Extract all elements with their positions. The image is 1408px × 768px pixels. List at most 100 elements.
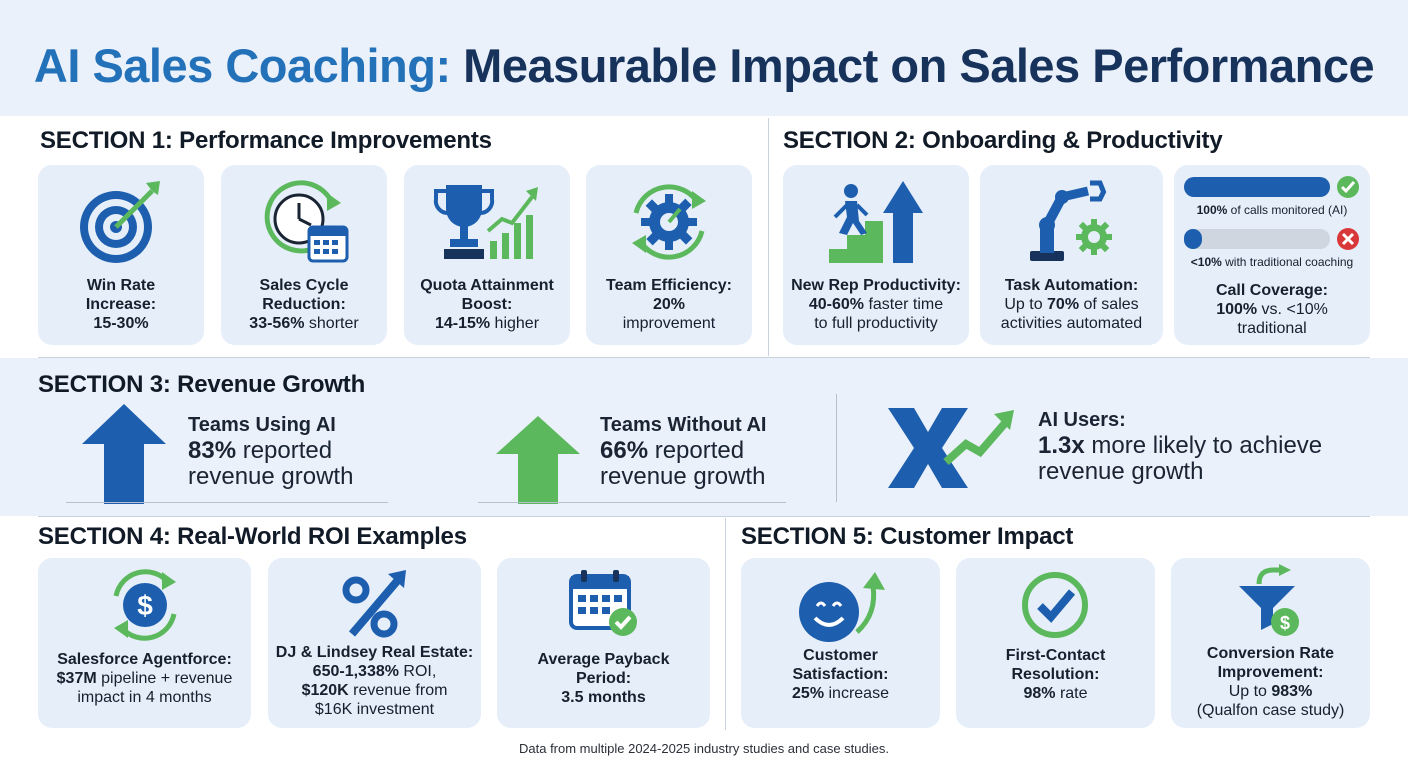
dollar-cycle-icon: $ (113, 569, 177, 641)
card-call-coverage: 100% of calls monitored (AI) <10% with t… (1174, 165, 1370, 345)
target-icon (80, 181, 160, 263)
label: Customer (803, 647, 878, 664)
divider (38, 357, 1370, 358)
value: 3.5 months (561, 689, 646, 706)
clock-calendar-icon (264, 180, 349, 263)
card-text: Task Automation: Up to 70% of sales acti… (986, 276, 1157, 333)
multiplier-x-icon (888, 408, 1014, 488)
label: DJ & Lindsey Real Estate: (275, 644, 474, 661)
value: 40-60% (808, 296, 864, 313)
label: AI Users: (1038, 409, 1126, 431)
revenue-no-ai-text: Teams Without AI 66% reported revenue gr… (600, 412, 766, 490)
x-badge-icon (1337, 228, 1359, 250)
smiley-arrow-icon (799, 572, 885, 642)
section5-title: SECTION 5: Customer Impact (741, 523, 1074, 550)
value-suffix: (Qualfon case study) (1196, 702, 1345, 719)
value-suffix: reported (236, 437, 333, 464)
label: Improvement: (1217, 664, 1324, 681)
value-suffix: faster time (864, 296, 944, 313)
value-suffix: activities automated (1000, 315, 1143, 332)
label: Boost: (461, 296, 513, 313)
value: 20% (652, 296, 686, 313)
percent-arrow-icon (342, 570, 406, 638)
divider (38, 516, 1370, 517)
value-suffix: impact in 4 months (77, 689, 212, 706)
label: Reduction: (262, 296, 346, 313)
robot-arm-icon (1030, 180, 1112, 261)
revenue-ai-text: Teams Using AI 83% reported revenue grow… (188, 412, 353, 490)
card-text: First-Contact Resolution: 98% rate (962, 646, 1149, 703)
card-win-rate: Win Rate Increase: 15-30% (38, 165, 204, 345)
caption: with traditional coaching (1221, 255, 1354, 269)
value: 83% (188, 437, 237, 464)
footer-note: Data from multiple 2024-2025 industry st… (519, 741, 889, 756)
value: <10% (1190, 255, 1222, 269)
label: Call Coverage: (1215, 282, 1329, 299)
value-suffix: revenue growth (600, 463, 766, 490)
card-new-rep: New Rep Productivity: 40-60% faster time… (783, 165, 969, 345)
label: Satisfaction: (792, 666, 889, 683)
card-conversion-rate: $ Conversion Rate Improvement: Up to 983… (1171, 558, 1370, 728)
value-suffix: ROI, (398, 663, 437, 680)
card-quota: Quota Attainment Boost: 14-15% higher (404, 165, 570, 345)
card-text: Quota Attainment Boost: 14-15% higher (410, 276, 564, 333)
card-text: Call Coverage: 100% vs. <10% traditional (1180, 281, 1364, 338)
value: 1.3x (1038, 432, 1085, 459)
check-circle-icon (1022, 572, 1088, 638)
value: 33-56% (249, 315, 305, 332)
section2-title: SECTION 2: Onboarding & Productivity (783, 127, 1223, 154)
card-text: DJ & Lindsey Real Estate: 650-1,338% ROI… (274, 643, 475, 719)
card-text: New Rep Productivity: 40-60% faster time… (789, 276, 963, 333)
card-salesforce: $ Salesforce Agentforce: $37M pipeline +… (38, 558, 251, 728)
label: Quota Attainment (420, 277, 554, 294)
value-suffix: improvement (622, 315, 716, 332)
header-band (0, 0, 1408, 116)
label: Increase: (85, 296, 157, 313)
label: Team Efficiency: (606, 277, 732, 294)
value: 70% (1047, 296, 1080, 313)
card-text: Win Rate Increase: 15-30% (44, 276, 198, 333)
card-customer-satisfaction: Customer Satisfaction: 25% increase (741, 558, 940, 728)
card-team-efficiency: Team Efficiency: 20% improvement (586, 165, 752, 345)
traditional-coverage-bar (1184, 229, 1330, 249)
card-payback: Average Payback Period: 3.5 months (497, 558, 710, 728)
value: 100% (1196, 203, 1228, 217)
title-rest: Measurable Impact on Sales Performance (450, 39, 1375, 92)
value: 14-15% (434, 315, 491, 332)
value-suffix: revenue from (348, 682, 448, 699)
traditional-coverage-fill (1184, 229, 1202, 249)
ai-coverage-caption: 100% of calls monitored (AI) (1174, 203, 1370, 217)
label: Resolution: (1011, 666, 1100, 683)
value-prefix: Up to (1228, 683, 1272, 700)
value: 25% (792, 685, 825, 702)
label: Conversion Rate (1206, 645, 1335, 662)
ai-coverage-fill (1184, 177, 1330, 197)
gear-cycle-icon (632, 184, 706, 260)
card-text: Sales Cycle Reduction: 33-56% shorter (227, 276, 381, 333)
trophy-chart-icon (433, 185, 538, 259)
card-sales-cycle: Sales Cycle Reduction: 33-56% shorter (221, 165, 387, 345)
label: Salesforce Agentforce: (57, 651, 232, 668)
card-first-contact: First-Contact Resolution: 98% rate (956, 558, 1155, 728)
value-prefix: Up to (1004, 296, 1048, 313)
value-suffix: revenue growth (188, 463, 354, 490)
label: Sales Cycle (259, 277, 349, 294)
baseline (478, 502, 786, 503)
value: 983% (1271, 683, 1313, 700)
label: New Rep Productivity: (791, 277, 961, 294)
section4-title: SECTION 4: Real-World ROI Examples (38, 523, 467, 550)
arrow-up-blue-icon (82, 404, 166, 504)
divider (725, 518, 726, 730)
value-suffix: rate (1055, 685, 1088, 702)
label: Period: (575, 670, 632, 687)
ai-coverage-bar (1184, 177, 1330, 197)
value-suffix: to full productivity (814, 315, 938, 332)
page-title: AI Sales Coaching: Measurable Impact on … (0, 38, 1408, 93)
divider (836, 394, 837, 502)
card-text: Average Payback Period: 3.5 months (503, 650, 704, 707)
baseline (66, 502, 388, 503)
value-suffix: higher (490, 315, 540, 332)
title-accent: AI Sales Coaching: (33, 39, 451, 92)
calendar-check-icon (569, 570, 637, 636)
value-suffix: of sales (1079, 296, 1139, 313)
